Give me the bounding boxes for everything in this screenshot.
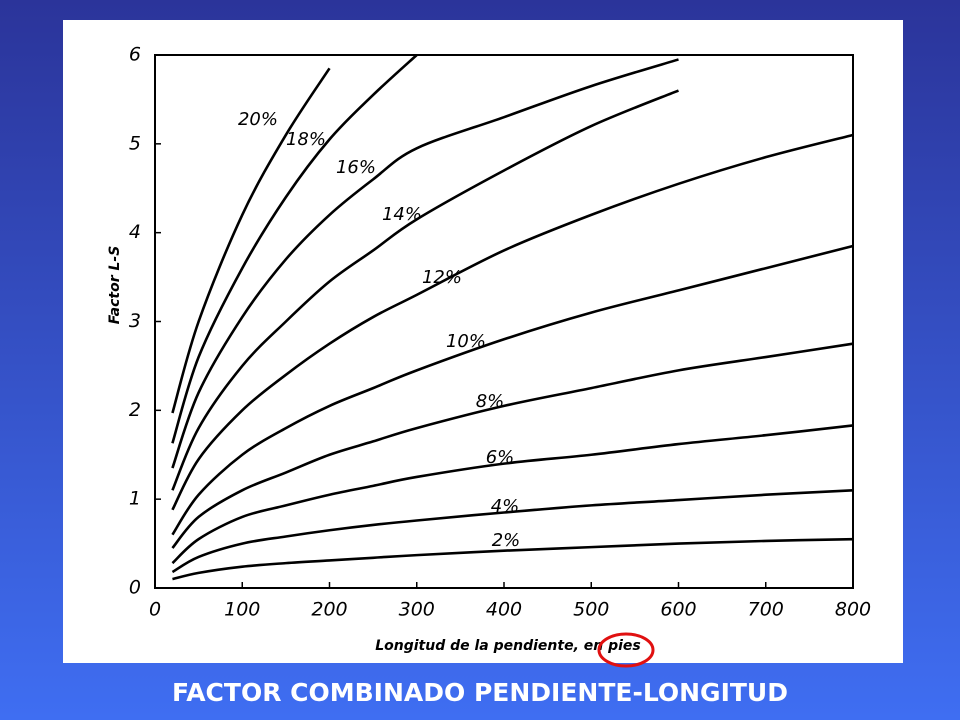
x-tick-label: 600 (660, 599, 696, 621)
curve (171, 89, 679, 491)
x-tick-label: 400 (486, 599, 522, 621)
curve-label: 8% (476, 391, 505, 412)
x-axis-label: Longitud de la pendiente, en pies (375, 638, 641, 654)
y-tick-label: 6 (129, 44, 141, 66)
curve-label: 12% (422, 267, 462, 288)
y-tick-label: 1 (129, 488, 141, 510)
curve (171, 244, 854, 536)
curve (171, 67, 331, 414)
curve-label: 18% (286, 129, 326, 150)
curve-label: 20% (238, 109, 278, 130)
curve (171, 342, 854, 549)
curve-label: 10% (446, 331, 486, 352)
curve-label: 4% (491, 496, 520, 517)
slide-title: FACTOR COMBINADO PENDIENTE-LONGITUD (172, 678, 788, 707)
x-tick-label: 700 (748, 599, 784, 621)
y-tick-label: 0 (129, 577, 141, 599)
plot: 0 100 200 300 400 500 600 700 800 0 1 2 3 4 5 6 20% 18% 16… (129, 44, 871, 621)
x-tick-label: 200 (311, 599, 347, 621)
curve-label: 14% (382, 204, 422, 225)
y-tick-label: 4 (129, 221, 141, 243)
x-tick-label: 100 (224, 599, 260, 621)
curve-label: 16% (336, 157, 376, 178)
y-tick-label: 5 (129, 132, 141, 154)
curve-label: 6% (486, 447, 515, 468)
curve (172, 537, 854, 581)
curve (171, 54, 418, 444)
y-axis-label: Factor L-S (107, 246, 123, 325)
curve (171, 488, 854, 574)
y-tick-label: 2 (129, 399, 141, 421)
x-tick-label: 300 (399, 599, 435, 621)
y-tick-label: 3 (129, 310, 141, 332)
x-tick-label: 500 (573, 599, 609, 621)
curve (171, 58, 679, 469)
x-tick-label: 0 (149, 599, 161, 621)
highlight-circle (597, 632, 655, 668)
x-tick-label: 800 (835, 599, 871, 621)
curve (171, 133, 854, 511)
curve (171, 424, 854, 565)
curve-label: 2% (492, 530, 521, 551)
